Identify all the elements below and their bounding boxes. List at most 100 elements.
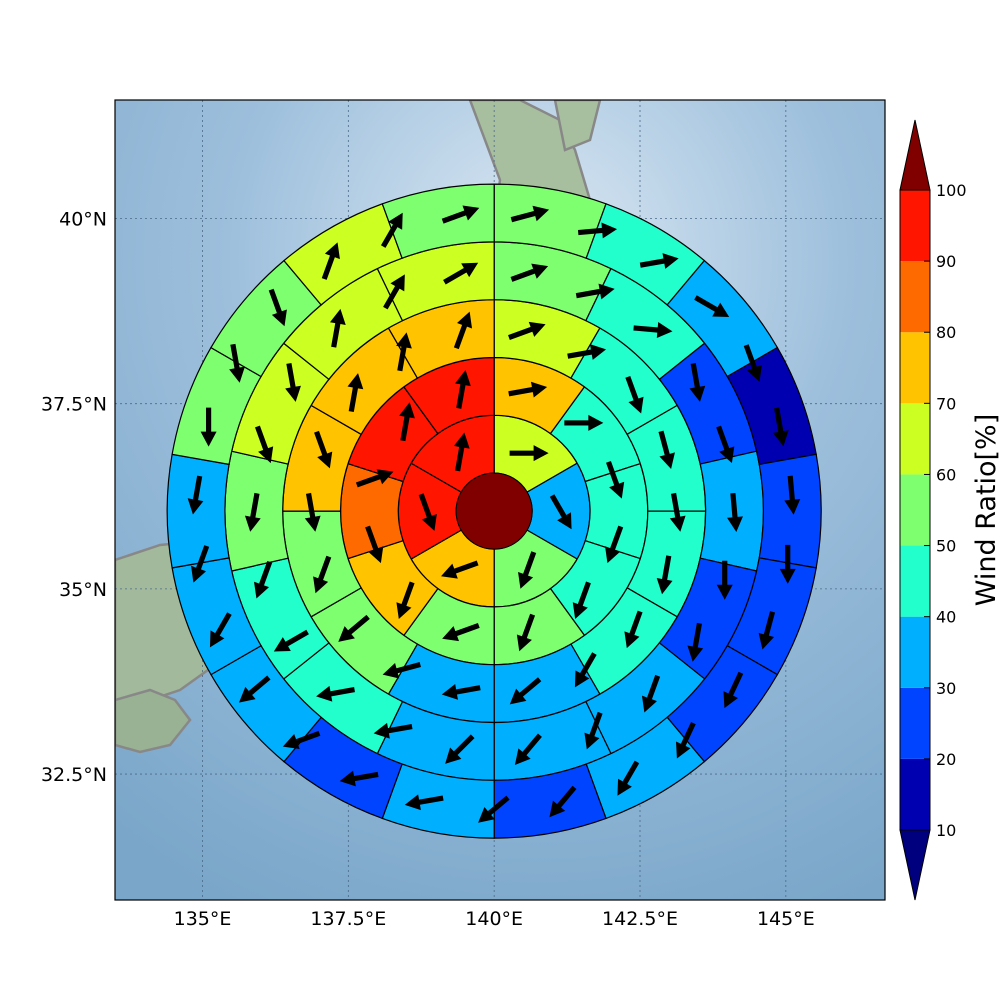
wind-arrow (508, 381, 548, 398)
wind-arrow (191, 545, 210, 583)
wind-arrow (617, 760, 640, 796)
polar-sectors (166, 183, 822, 839)
wind-arrow (282, 730, 321, 750)
wind-arrow (633, 322, 673, 338)
polar-sector (224, 450, 289, 572)
wind-arrow (455, 369, 471, 409)
wind-arrow (380, 212, 403, 248)
y-tick-label: 40°N (59, 209, 107, 231)
wind-arrow (314, 430, 333, 469)
wind-arrow (396, 332, 412, 372)
wind-arrow (254, 561, 273, 599)
wind-arrow (689, 363, 706, 402)
wind-arrow (510, 205, 550, 223)
wind-arrow (373, 722, 413, 739)
wind-arrow (694, 295, 730, 318)
colorbar-tick-label: 60 (936, 465, 956, 484)
wind-arrow (656, 555, 673, 595)
land-shikoku (115, 688, 192, 754)
polar-sector (381, 183, 495, 259)
y-tick-label: 37.5°N (41, 394, 107, 416)
wind-arrow (304, 492, 321, 532)
colorbar-segment (900, 332, 930, 404)
wind-arrow (396, 581, 415, 620)
y-tick-label: 35°N (59, 579, 107, 601)
wind-arrow (625, 375, 644, 414)
wind-arrow (584, 711, 603, 750)
wind-arrow (200, 407, 217, 447)
wind-arrow (268, 288, 287, 327)
colorbar: 10 20 30 40 50 60 70 80 90 100 Wind Ratio[%] (899, 119, 1000, 901)
wind-arrow (442, 622, 480, 642)
colorbar-segment (900, 190, 930, 262)
map-panel (115, 100, 885, 900)
wind-arrow (564, 414, 604, 431)
wind-arrow (229, 343, 245, 383)
wind-arrow (339, 770, 379, 787)
wind-arrow (743, 344, 762, 382)
wind-arrow (355, 469, 394, 488)
polar-sector (166, 453, 230, 569)
wind-arrow (382, 661, 421, 679)
wind-arrow (687, 622, 704, 662)
wind-arrow (209, 612, 232, 648)
wind-arrow (453, 311, 473, 350)
wind-arrow (509, 445, 549, 462)
x-tick-label: 140°E (465, 908, 523, 930)
center-disk (455, 472, 533, 550)
x-tick-label: 145°E (757, 908, 815, 930)
wind-arrow (508, 321, 546, 340)
colorbar-segment (900, 545, 930, 617)
wind-arrow (639, 253, 679, 269)
x-tick-label: 137.5°E (310, 908, 386, 930)
wind-arrow (784, 475, 801, 515)
wind-arrow (440, 560, 479, 579)
wind-arrow (338, 614, 370, 642)
wind-arrow (510, 263, 549, 282)
wind-arrow (758, 611, 776, 650)
wind-arrow (518, 551, 537, 589)
wind-arrow (514, 733, 542, 766)
y-axis-ticks: 40°N 37.5°N 35°N 32.5°N (41, 209, 107, 787)
wind-arrow (772, 407, 789, 447)
wind-arrows (187, 205, 801, 823)
wind-arrow (313, 555, 332, 594)
wind-arrow (716, 560, 733, 600)
wind-arrow (399, 402, 415, 442)
colorbar-segment (900, 687, 930, 759)
colorbar-segment (900, 758, 930, 830)
wind-arrow (779, 544, 796, 584)
land-hokkaido-tip (553, 100, 602, 152)
colorbar-tick-label: 90 (936, 252, 956, 271)
x-tick-label: 135°E (174, 908, 232, 930)
wind-arrow (572, 581, 591, 620)
colorbar-under-extension (899, 829, 931, 901)
wind-arrow (577, 222, 618, 239)
colorbar-over-extension (899, 119, 931, 191)
wind-arrow (605, 525, 624, 564)
wind-arrow (675, 722, 696, 759)
wind-arrow (244, 492, 261, 532)
colorbar-tick-label: 70 (936, 394, 956, 413)
wind-arrow (329, 308, 346, 348)
wind-arrow (575, 283, 615, 300)
wind-arrow (383, 274, 405, 310)
wind-arrow (549, 494, 572, 530)
colorbar-tick-label: 80 (936, 323, 956, 342)
wind-arrow (549, 785, 577, 818)
wind-arrow (443, 262, 479, 285)
wind-arrow (723, 671, 744, 709)
colorbar-segment (900, 403, 930, 475)
colorbar-tick-label: 40 (936, 608, 956, 627)
wind-arrow (316, 685, 355, 702)
colorbar-segment (900, 261, 930, 333)
colorbar-segment (900, 616, 930, 688)
wind-arrow (716, 425, 735, 464)
wind-arrow (347, 373, 364, 412)
wind-arrow (404, 794, 444, 811)
wind-arrow (285, 363, 301, 402)
wind-arrow (727, 492, 743, 533)
wind-arrow (321, 242, 340, 280)
wind-arrow (453, 432, 470, 472)
